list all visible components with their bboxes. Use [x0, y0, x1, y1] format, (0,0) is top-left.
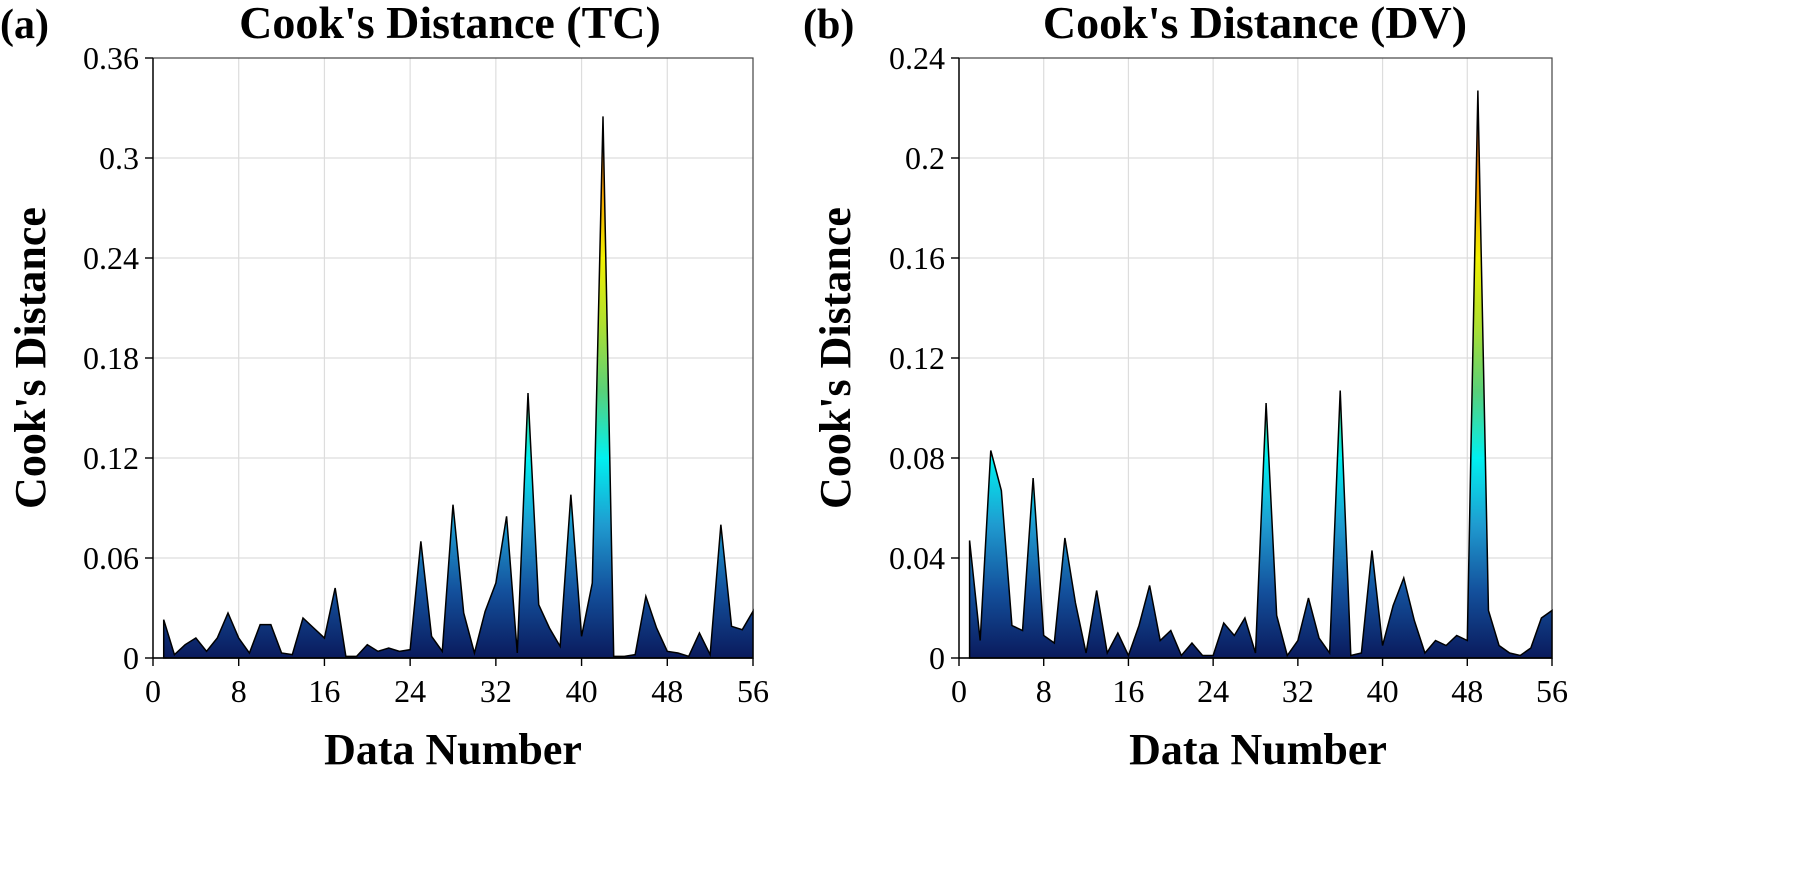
- panel-a-letter: (a): [0, 2, 49, 48]
- panel-a-gridlines: [153, 58, 753, 658]
- panel-a-y-tick-label-4: 0.24: [83, 240, 139, 276]
- panel-b-title: Cook's Distance (DV): [1043, 0, 1467, 48]
- panel-a-y-tick-label-6: 0.36: [83, 40, 139, 76]
- panel-b-x-tick-label-3: 24: [1197, 673, 1229, 709]
- panel-b-letter: (b): [803, 2, 854, 48]
- panel-a-y-tick-label-1: 0.06: [83, 540, 139, 576]
- panel-b-x-tick-label-4: 32: [1282, 673, 1314, 709]
- panel-a-x-axis-label: Data Number: [324, 725, 582, 774]
- panel-a-x-tick-label-7: 56: [737, 673, 769, 709]
- panel-a-y-tick-label-3: 0.18: [83, 340, 139, 376]
- panel-b-y-tick-label-1: 0.04: [889, 540, 945, 576]
- panel-b-x-ticks: 0 8 16 24 32 40 48 56: [951, 658, 1568, 709]
- panel-b-y-tick-label-5: 0.2: [905, 140, 945, 176]
- panel-b-y-tick-label-2: 0.08: [889, 440, 945, 476]
- panel-a-x-tick-label-5: 40: [566, 673, 598, 709]
- panel-a-x-tick-label-0: 0: [145, 673, 161, 709]
- panel-b-gridlines: [959, 58, 1552, 658]
- panel-b-x-tick-label-2: 16: [1112, 673, 1144, 709]
- panel-a-x-tick-label-2: 16: [308, 673, 340, 709]
- panel-a-y-axis-label: Cook's Distance: [6, 207, 55, 509]
- panel-b-x-tick-label-1: 8: [1036, 673, 1052, 709]
- panel-a-title: Cook's Distance (TC): [239, 0, 661, 48]
- panel-b-x-tick-label-7: 56: [1536, 673, 1568, 709]
- panel-b-cooks-distance-area: [968, 90, 1553, 659]
- panel-b-y-axis-label: Cook's Distance: [811, 207, 860, 509]
- panel-a-x-tick-label-6: 48: [651, 673, 683, 709]
- panel-b-y-tick-label-4: 0.16: [889, 240, 945, 276]
- panel-b-y-tick-label-0: 0: [929, 640, 945, 676]
- panel-a-x-tick-label-1: 8: [231, 673, 247, 709]
- panel-a-y-tick-label-0: 0: [123, 640, 139, 676]
- panel-b: (b) Cook's Distance (DV) 0 8 16 24 32 40 48 56 …: [803, 0, 1568, 774]
- panel-b-x-tick-label-5: 40: [1367, 673, 1399, 709]
- panel-b-y-tick-label-6: 0.24: [889, 40, 945, 76]
- panel-a-y-ticks: 0 0.06 0.12 0.18 0.24 0.3 0.36: [83, 40, 153, 676]
- panel-b-x-axis-label: Data Number: [1129, 725, 1387, 774]
- panel-a-y-tick-label-2: 0.12: [83, 440, 139, 476]
- panel-a-cooks-distance-area: [162, 116, 754, 659]
- panel-b-y-tick-label-3: 0.12: [889, 340, 945, 376]
- panel-b-x-tick-label-6: 48: [1451, 673, 1483, 709]
- panel-a-x-ticks: 0 8 16 24 32 40 48 56: [145, 658, 769, 709]
- panel-a-x-tick-label-3: 24: [394, 673, 426, 709]
- panel-b-y-ticks: 0 0.04 0.08 0.12 0.16 0.2 0.24: [889, 40, 959, 676]
- panel-a: (a) Cook's Distance (TC) 0 8 16 24 32 40 48 56 …: [0, 0, 769, 774]
- panel-b-x-tick-label-0: 0: [951, 673, 967, 709]
- panel-a-x-tick-label-4: 32: [480, 673, 512, 709]
- panel-a-y-tick-label-5: 0.3: [99, 140, 139, 176]
